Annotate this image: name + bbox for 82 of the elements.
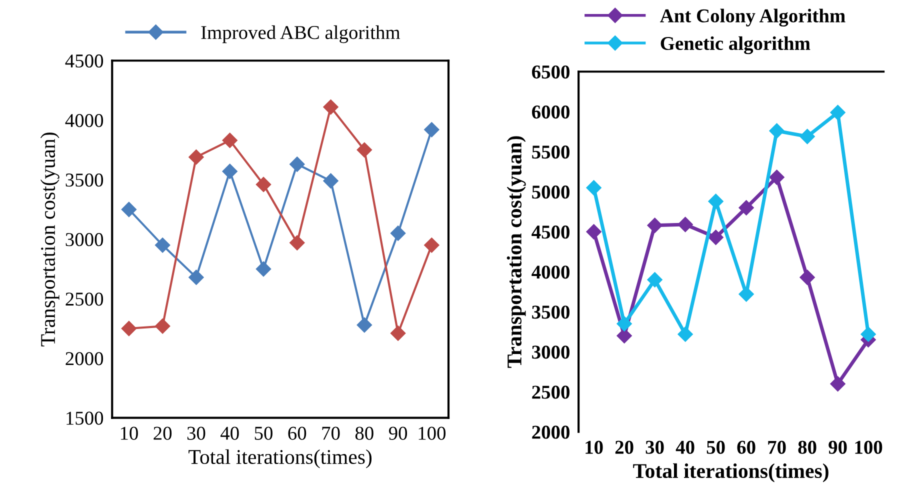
point [424,238,440,253]
point [769,170,784,185]
x-tick-label: 60 [288,426,306,440]
point [155,318,170,334]
x-tick-label: 70 [768,440,786,454]
y-tick-label: 2000 [66,352,104,366]
point [800,128,815,144]
point [647,272,662,288]
x-tick-label: 40 [676,440,694,454]
point [678,326,693,342]
y-tick-label: 6500 [532,65,570,79]
y-tick-label: 2500 [532,386,570,399]
y-tick-label: 4000 [532,266,570,279]
y-axis-title: Transportation cost(yuan) [506,136,526,368]
x-tick-label: 30 [187,426,206,440]
point [290,235,305,250]
point [678,216,693,232]
point [356,142,372,158]
y-tick-label: 5500 [532,146,570,159]
point [647,218,662,233]
point [121,202,137,218]
point [586,180,602,196]
x-tick-label: 10 [120,426,138,440]
point [121,320,137,336]
point [738,286,754,302]
y-tick-label: 4500 [532,226,570,239]
point [390,226,406,241]
y-tick-label: 1500 [66,412,104,425]
point [830,376,846,392]
point [222,164,238,179]
point [424,122,440,138]
point [738,200,754,216]
y-tick-label: 2000 [532,426,570,439]
x-tick-label: 80 [798,440,816,454]
y-tick-label: 3500 [66,174,104,187]
x-tick-label: 30 [646,440,664,454]
point [800,270,815,285]
x-tick-label: 40 [220,426,239,440]
point [323,173,338,188]
x-tick-label: 20 [615,440,634,454]
x-tick-label: 50 [706,440,725,454]
y-tick-label: 4500 [65,54,104,68]
legend-label: Improved ABC algorithm [201,25,400,44]
x-tick-label: 80 [355,426,374,440]
point [390,326,406,341]
point [155,238,170,253]
x-tick-label: 10 [586,440,603,454]
x-axis-title: Total iterations(times) [633,463,828,482]
point [256,261,272,277]
point [323,99,338,115]
x-tick-label: 20 [154,426,172,440]
x-tick-label: 90 [388,426,408,440]
x-tick-label: 100 [855,440,882,454]
x-tick-label: 100 [418,426,446,440]
point [586,224,602,240]
y-tick-label: 2500 [66,292,104,306]
y-tick-label: 5000 [532,186,570,199]
x-axis-title: Total iterations(times) [188,449,372,468]
point [222,132,238,148]
point [708,194,724,209]
x-tick-label: 90 [828,440,847,454]
point [290,156,305,172]
point [860,326,876,342]
x-tick-label: 50 [254,426,272,440]
legend-label: Ant Colony Algorithm [660,8,846,27]
y-tick-label: 3000 [66,233,104,246]
point [616,316,632,332]
y-axis-title: Transportation cost(yuan) [40,132,60,346]
y-tick-label: 6000 [532,105,570,119]
point [769,123,784,138]
point [188,150,204,165]
point [256,176,272,192]
x-tick-label: 70 [322,426,340,440]
point [830,104,846,120]
y-tick-label: 3000 [532,346,570,359]
y-tick-label: 3500 [532,306,570,319]
y-tick-label: 4000 [65,114,104,128]
x-tick-label: 60 [737,440,756,454]
point [708,230,724,245]
point [188,270,204,285]
point [356,317,372,333]
legend-label: Genetic algorithm [660,36,810,54]
